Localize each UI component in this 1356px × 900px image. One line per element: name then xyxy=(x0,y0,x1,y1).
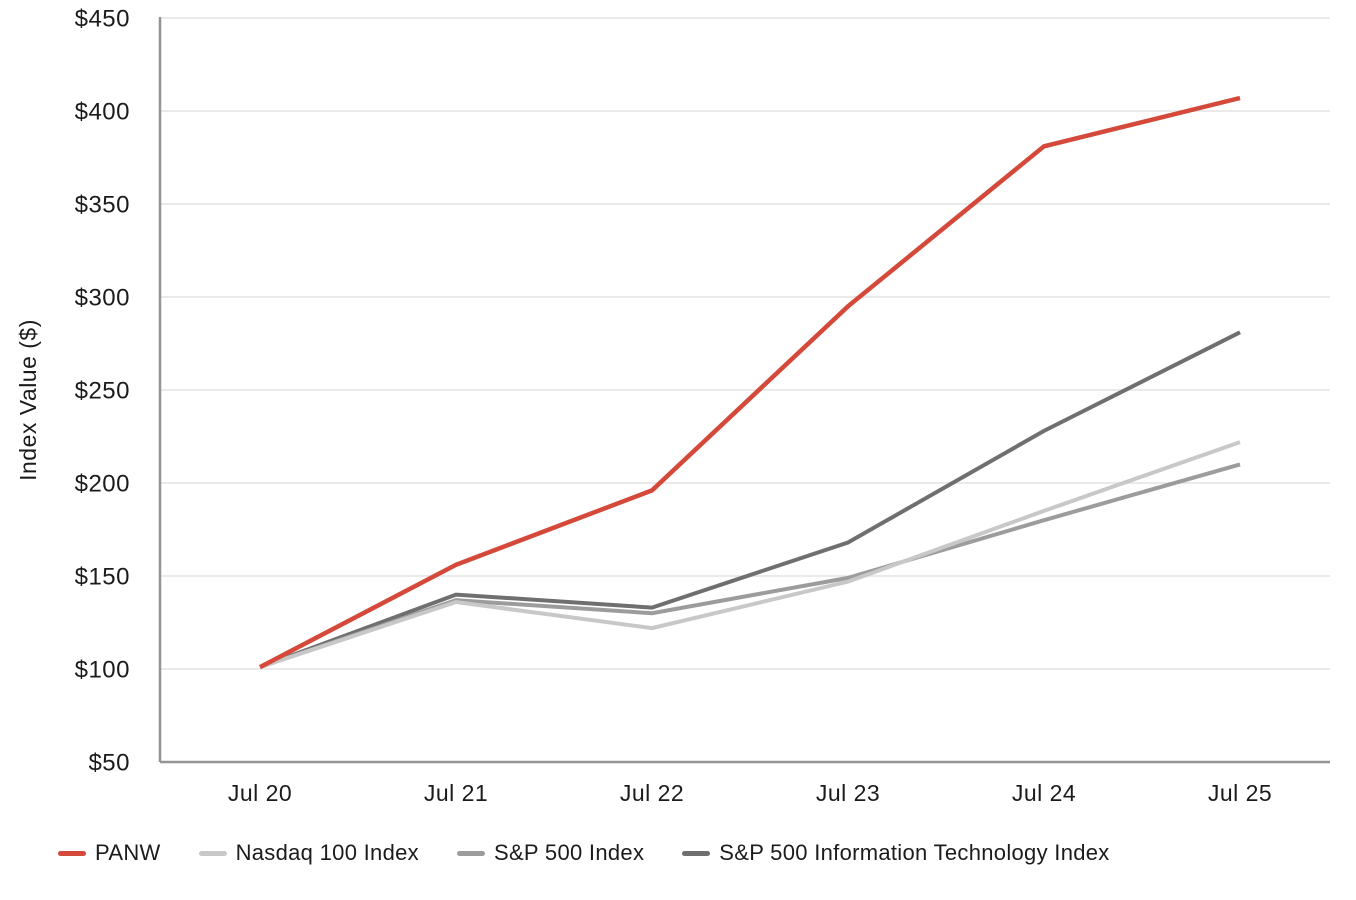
x-tick-label: Jul 24 xyxy=(1012,780,1076,806)
legend-label: PANW xyxy=(95,840,161,865)
legend: PANW Nasdaq 100 Index S&P 500 Index S&P 500… xyxy=(58,840,1110,866)
series-line-nasdaq-100-index xyxy=(259,440,1241,669)
legend-item: S&P 500 Index xyxy=(456,840,645,866)
legend-swatch-icon xyxy=(456,850,485,856)
performance-line-chart: $450 $400 $350 $300 $250 $200 $150 $100 $50 Jul … xyxy=(15,6,1330,806)
legend-item: S&P 500 Information Technology Index xyxy=(682,840,1109,866)
y-tick-label: $350 xyxy=(75,192,130,219)
x-tick-label: Jul 23 xyxy=(816,780,880,806)
y-tick-label: $250 xyxy=(75,378,130,405)
y-tick-label: $200 xyxy=(75,471,130,498)
legend-label: S&P 500 Index xyxy=(493,840,645,865)
legend-swatch-icon xyxy=(58,850,86,856)
y-tick-label: $150 xyxy=(75,564,130,591)
legend-label: Nasdaq 100 Index xyxy=(235,840,419,865)
series-line-panw xyxy=(258,95,1241,670)
y-axis-title: Index Value ($) xyxy=(15,319,41,481)
y-tick-label: $100 xyxy=(75,657,130,684)
gridlines xyxy=(160,17,1330,670)
x-tick-label: Jul 22 xyxy=(620,780,684,806)
y-axis-tick-labels: $450 $400 $350 $300 $250 $200 $150 $100 $50 xyxy=(75,6,130,777)
legend-swatch-icon xyxy=(682,850,711,856)
x-tick-label: Jul 21 xyxy=(424,780,488,806)
axes xyxy=(158,17,1330,764)
y-tick-label: $450 xyxy=(75,6,130,33)
series-lines xyxy=(258,95,1241,670)
series-line-s-p-500-information-technology-index xyxy=(259,330,1241,669)
y-tick-label: $400 xyxy=(75,99,130,126)
y-tick-label: $50 xyxy=(88,750,130,777)
legend-item: Nasdaq 100 Index xyxy=(198,840,419,866)
x-tick-label: Jul 20 xyxy=(228,780,292,806)
y-tick-label: $300 xyxy=(75,285,130,312)
legend-item: PANW xyxy=(58,840,161,866)
x-axis-tick-labels: Jul 20 Jul 21 Jul 22 Jul 23 Jul 24 Jul 25 xyxy=(228,780,1272,806)
legend-label: S&P 500 Information Technology Index xyxy=(719,840,1110,865)
x-tick-label: Jul 25 xyxy=(1208,780,1272,806)
legend-swatch-icon xyxy=(198,850,227,856)
